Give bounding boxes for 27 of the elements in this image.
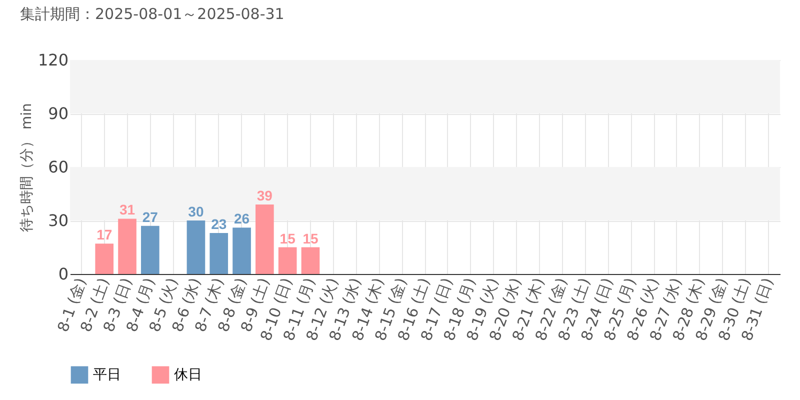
data-label: 15 [302,230,318,246]
data-label: 17 [96,226,112,243]
bar [301,247,320,274]
chart-title: 集計期間：2025-08-01～2025-08-31 [20,5,284,23]
y-axis-title: 待ち時間（分） min [18,103,35,232]
bar [256,204,274,274]
y-tick-label: 120 [38,50,68,70]
bar [95,244,114,274]
y-tick-label: 90 [48,104,68,123]
bar [141,226,160,274]
data-label: 39 [256,187,273,204]
bar [118,218,136,274]
bar [210,232,228,274]
legend-label: 平日 [93,366,121,383]
y-tick-label: 30 [48,211,68,230]
y-tick-label: 60 [48,158,68,176]
legend-label: 休日 [174,366,202,383]
data-label: 27 [142,208,158,225]
bar [278,247,297,274]
data-label: 31 [119,202,136,218]
data-label: 26 [234,210,250,227]
data-label: 23 [211,216,227,232]
data-label: 30 [188,204,204,220]
bar [232,228,251,274]
bar [186,220,206,274]
y-tick-label: 0 [58,264,68,284]
data-label: 15 [280,230,296,246]
